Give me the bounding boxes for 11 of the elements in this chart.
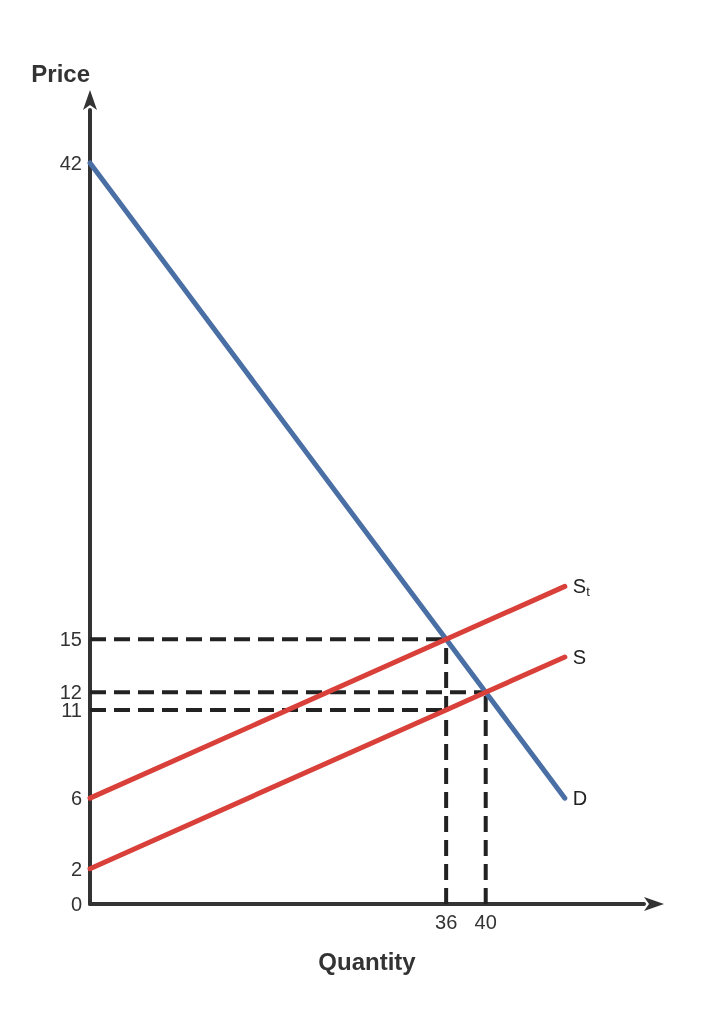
- x-axis-title: Quantity: [318, 947, 417, 975]
- series-label: D: [572, 787, 588, 810]
- y-tick-label: 42: [59, 151, 82, 174]
- y-tick-label: 6: [70, 787, 82, 810]
- y-tick-label: 0: [70, 893, 82, 915]
- y-tick-label: 15: [59, 628, 82, 651]
- x-tick-label: 40: [474, 911, 497, 933]
- series-label: S: [572, 645, 587, 668]
- x-tick-label: 36: [435, 911, 458, 933]
- y-axis-title: Price: [31, 59, 90, 87]
- y-tick-label: 2: [70, 857, 82, 880]
